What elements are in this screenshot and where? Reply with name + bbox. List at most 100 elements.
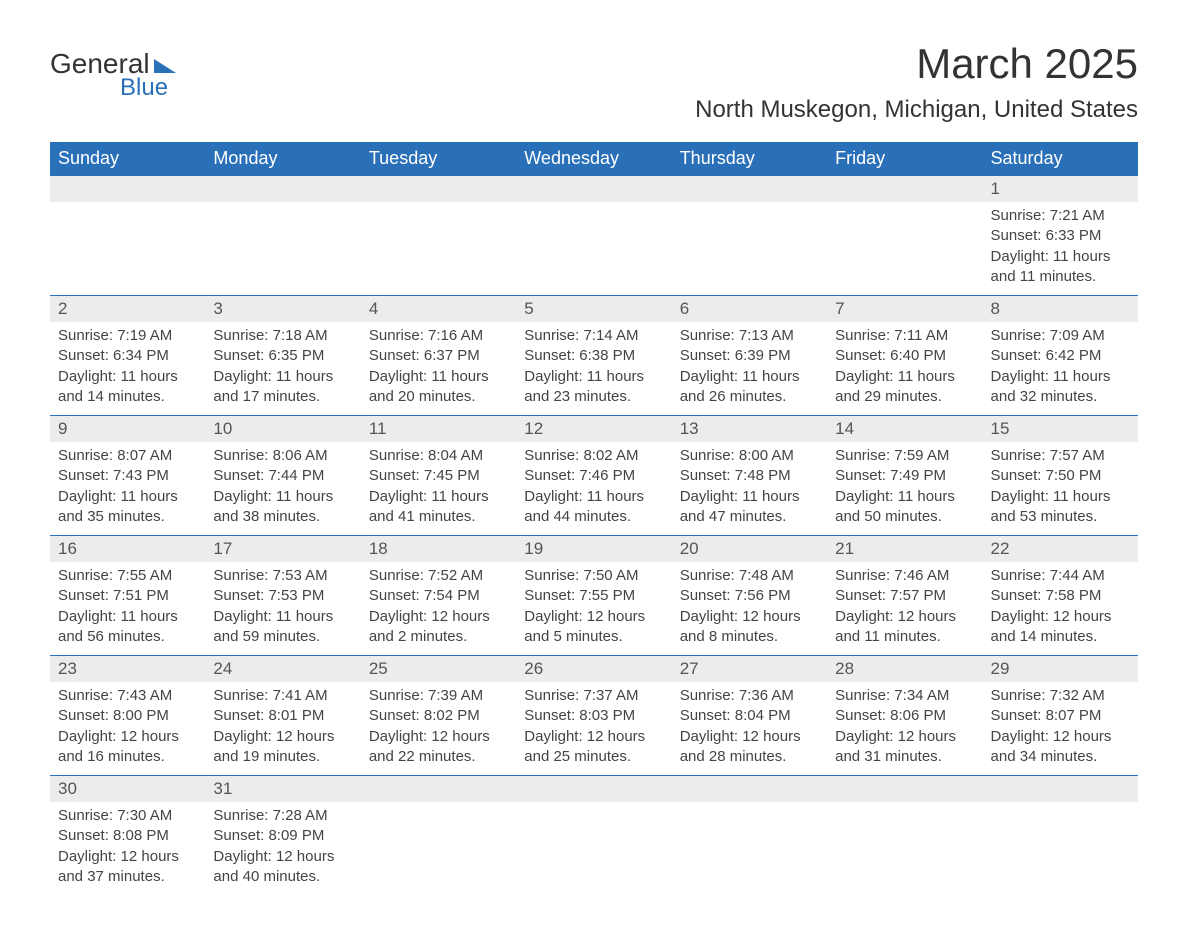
day-content-cell — [983, 802, 1138, 895]
day-number-cell: 11 — [361, 416, 516, 443]
day-content-cell — [50, 202, 205, 296]
day-number-cell: 31 — [205, 776, 360, 803]
logo-triangle-icon — [154, 59, 176, 73]
day-number-cell: 9 — [50, 416, 205, 443]
day-number-cell: 14 — [827, 416, 982, 443]
day-number-row: 2345678 — [50, 296, 1138, 323]
day-number-cell — [672, 776, 827, 803]
day-content-cell: Sunrise: 7:36 AMSunset: 8:04 PMDaylight:… — [672, 682, 827, 776]
day-content-cell: Sunrise: 7:53 AMSunset: 7:53 PMDaylight:… — [205, 562, 360, 656]
day-number-row: 1 — [50, 176, 1138, 203]
day-number-cell — [827, 176, 982, 203]
weekday-header: Thursday — [672, 142, 827, 176]
day-content-cell: Sunrise: 7:28 AMSunset: 8:09 PMDaylight:… — [205, 802, 360, 895]
day-content-cell — [516, 202, 671, 296]
day-content-cell: Sunrise: 7:14 AMSunset: 6:38 PMDaylight:… — [516, 322, 671, 416]
location-subtitle: North Muskegon, Michigan, United States — [695, 96, 1138, 124]
page-header: General Blue March 2025 North Muskegon, … — [50, 40, 1138, 124]
day-content-cell: Sunrise: 7:13 AMSunset: 6:39 PMDaylight:… — [672, 322, 827, 416]
weekday-header: Saturday — [983, 142, 1138, 176]
day-content-cell: Sunrise: 8:07 AMSunset: 7:43 PMDaylight:… — [50, 442, 205, 536]
day-content-cell: Sunrise: 7:09 AMSunset: 6:42 PMDaylight:… — [983, 322, 1138, 416]
day-number-cell: 16 — [50, 536, 205, 563]
day-content-cell: Sunrise: 7:50 AMSunset: 7:55 PMDaylight:… — [516, 562, 671, 656]
day-content-cell: Sunrise: 7:43 AMSunset: 8:00 PMDaylight:… — [50, 682, 205, 776]
day-content-row: Sunrise: 7:43 AMSunset: 8:00 PMDaylight:… — [50, 682, 1138, 776]
day-content-cell: Sunrise: 7:16 AMSunset: 6:37 PMDaylight:… — [361, 322, 516, 416]
day-content-cell: Sunrise: 7:30 AMSunset: 8:08 PMDaylight:… — [50, 802, 205, 895]
month-title: March 2025 — [695, 40, 1138, 88]
day-number-cell — [516, 776, 671, 803]
day-number-cell: 25 — [361, 656, 516, 683]
day-content-row: Sunrise: 7:30 AMSunset: 8:08 PMDaylight:… — [50, 802, 1138, 895]
day-content-cell: Sunrise: 7:55 AMSunset: 7:51 PMDaylight:… — [50, 562, 205, 656]
day-number-cell: 13 — [672, 416, 827, 443]
day-number-cell: 2 — [50, 296, 205, 323]
title-block: March 2025 North Muskegon, Michigan, Uni… — [695, 40, 1138, 124]
day-number-row: 23242526272829 — [50, 656, 1138, 683]
day-number-cell — [827, 776, 982, 803]
day-content-cell: Sunrise: 7:11 AMSunset: 6:40 PMDaylight:… — [827, 322, 982, 416]
day-content-cell: Sunrise: 8:02 AMSunset: 7:46 PMDaylight:… — [516, 442, 671, 536]
weekday-header-row: Sunday Monday Tuesday Wednesday Thursday… — [50, 142, 1138, 176]
weekday-header: Tuesday — [361, 142, 516, 176]
day-content-row: Sunrise: 8:07 AMSunset: 7:43 PMDaylight:… — [50, 442, 1138, 536]
day-number-cell — [205, 176, 360, 203]
day-content-row: Sunrise: 7:21 AMSunset: 6:33 PMDaylight:… — [50, 202, 1138, 296]
day-content-cell: Sunrise: 7:18 AMSunset: 6:35 PMDaylight:… — [205, 322, 360, 416]
weekday-header: Wednesday — [516, 142, 671, 176]
day-number-cell: 15 — [983, 416, 1138, 443]
day-number-cell: 18 — [361, 536, 516, 563]
day-number-cell — [983, 776, 1138, 803]
day-content-row: Sunrise: 7:55 AMSunset: 7:51 PMDaylight:… — [50, 562, 1138, 656]
brand-logo: General Blue — [50, 48, 176, 102]
day-content-cell: Sunrise: 8:00 AMSunset: 7:48 PMDaylight:… — [672, 442, 827, 536]
day-content-cell: Sunrise: 8:04 AMSunset: 7:45 PMDaylight:… — [361, 442, 516, 536]
day-content-cell: Sunrise: 8:06 AMSunset: 7:44 PMDaylight:… — [205, 442, 360, 536]
day-content-cell: Sunrise: 7:41 AMSunset: 8:01 PMDaylight:… — [205, 682, 360, 776]
day-number-cell: 8 — [983, 296, 1138, 323]
day-number-cell: 27 — [672, 656, 827, 683]
weekday-header: Sunday — [50, 142, 205, 176]
day-content-cell: Sunrise: 7:52 AMSunset: 7:54 PMDaylight:… — [361, 562, 516, 656]
day-number-cell: 23 — [50, 656, 205, 683]
calendar-table: Sunday Monday Tuesday Wednesday Thursday… — [50, 142, 1138, 895]
day-number-cell: 20 — [672, 536, 827, 563]
day-number-cell: 29 — [983, 656, 1138, 683]
day-content-cell: Sunrise: 7:44 AMSunset: 7:58 PMDaylight:… — [983, 562, 1138, 656]
day-number-cell: 17 — [205, 536, 360, 563]
day-number-row: 3031 — [50, 776, 1138, 803]
day-content-cell: Sunrise: 7:32 AMSunset: 8:07 PMDaylight:… — [983, 682, 1138, 776]
day-content-cell: Sunrise: 7:46 AMSunset: 7:57 PMDaylight:… — [827, 562, 982, 656]
day-content-cell: Sunrise: 7:19 AMSunset: 6:34 PMDaylight:… — [50, 322, 205, 416]
day-number-cell — [361, 776, 516, 803]
day-number-cell — [516, 176, 671, 203]
day-content-cell: Sunrise: 7:21 AMSunset: 6:33 PMDaylight:… — [983, 202, 1138, 296]
day-number-cell: 19 — [516, 536, 671, 563]
day-content-row: Sunrise: 7:19 AMSunset: 6:34 PMDaylight:… — [50, 322, 1138, 416]
day-number-row: 9101112131415 — [50, 416, 1138, 443]
day-number-row: 16171819202122 — [50, 536, 1138, 563]
day-content-cell — [516, 802, 671, 895]
day-number-cell: 24 — [205, 656, 360, 683]
day-number-cell: 4 — [361, 296, 516, 323]
day-content-cell: Sunrise: 7:34 AMSunset: 8:06 PMDaylight:… — [827, 682, 982, 776]
day-number-cell: 21 — [827, 536, 982, 563]
day-content-cell: Sunrise: 7:57 AMSunset: 7:50 PMDaylight:… — [983, 442, 1138, 536]
day-content-cell: Sunrise: 7:48 AMSunset: 7:56 PMDaylight:… — [672, 562, 827, 656]
day-content-cell — [672, 202, 827, 296]
day-content-cell: Sunrise: 7:59 AMSunset: 7:49 PMDaylight:… — [827, 442, 982, 536]
day-number-cell: 10 — [205, 416, 360, 443]
day-number-cell: 1 — [983, 176, 1138, 203]
day-number-cell — [361, 176, 516, 203]
day-number-cell — [672, 176, 827, 203]
weekday-header: Friday — [827, 142, 982, 176]
day-number-cell: 6 — [672, 296, 827, 323]
day-number-cell: 5 — [516, 296, 671, 323]
day-content-cell — [205, 202, 360, 296]
logo-text-blue: Blue — [120, 74, 168, 102]
day-number-cell: 12 — [516, 416, 671, 443]
day-content-cell — [672, 802, 827, 895]
day-number-cell — [50, 176, 205, 203]
day-number-cell: 26 — [516, 656, 671, 683]
